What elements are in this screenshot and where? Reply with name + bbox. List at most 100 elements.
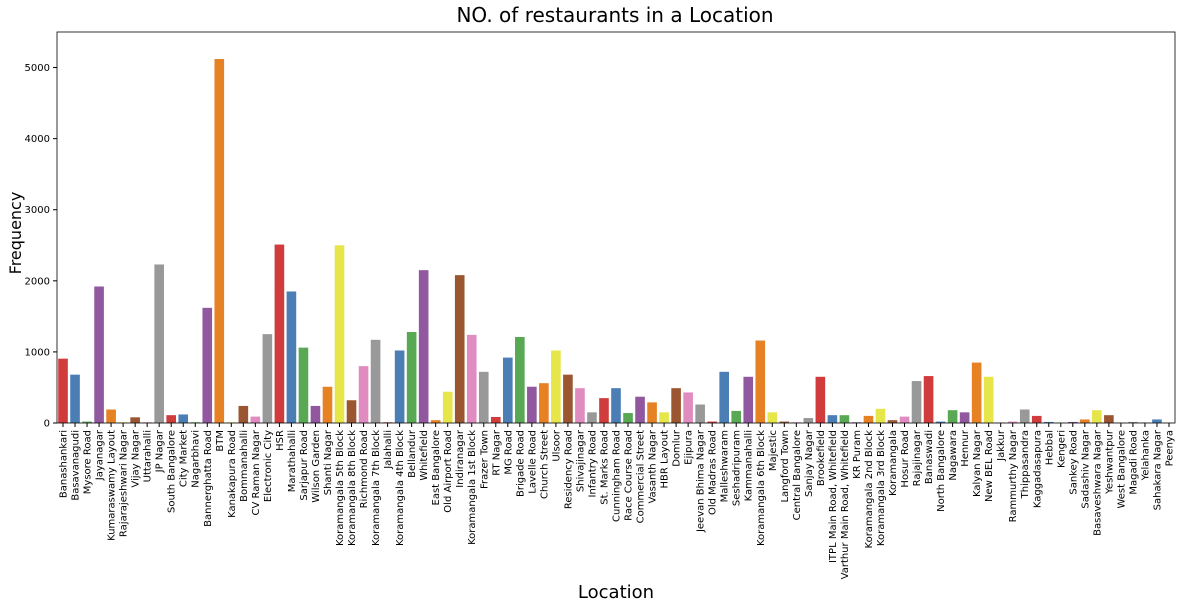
x-tick-label: Rajajinagar bbox=[912, 429, 923, 486]
bar bbox=[130, 417, 140, 423]
x-tick-label: Nagawara bbox=[948, 430, 959, 481]
x-tick-label: Kanakapura Road bbox=[227, 430, 238, 518]
x-tick-label: Jakkur bbox=[996, 429, 1007, 462]
chart-title: NO. of restaurants in a Location bbox=[456, 3, 773, 27]
bar bbox=[442, 391, 453, 423]
bar bbox=[803, 418, 814, 423]
x-tick-label: Shivajinagar bbox=[575, 429, 586, 492]
x-tick-label: Vijay Nagar bbox=[131, 429, 142, 487]
bar bbox=[923, 376, 934, 423]
bar bbox=[515, 336, 525, 423]
bar bbox=[767, 412, 778, 423]
bar bbox=[1043, 421, 1054, 423]
bar bbox=[82, 421, 92, 423]
bar bbox=[94, 286, 104, 423]
x-tick-label: Peenya bbox=[1164, 430, 1175, 466]
x-tick-label: Richmond Road bbox=[359, 430, 370, 508]
bar bbox=[647, 402, 657, 423]
x-tick-label: Yelahanka bbox=[1140, 430, 1151, 481]
bar bbox=[1019, 409, 1030, 423]
bar bbox=[983, 376, 994, 423]
x-tick-label: Residency Road bbox=[563, 430, 574, 509]
x-tick-label: Infantry Road bbox=[587, 430, 598, 498]
bar bbox=[70, 374, 80, 423]
bar bbox=[334, 245, 345, 423]
bar bbox=[454, 275, 465, 423]
x-tick-label: Sankey Road bbox=[1068, 430, 1079, 495]
x-tick-label: Mysore Road bbox=[83, 430, 94, 494]
bar bbox=[551, 350, 561, 423]
x-tick-label: Vasanth Nagar bbox=[648, 429, 659, 503]
x-tick-label: Cunningham Road bbox=[612, 430, 623, 522]
bar bbox=[863, 415, 874, 423]
x-tick-label: JP Nagar bbox=[155, 429, 166, 473]
bar bbox=[539, 383, 549, 423]
bar bbox=[839, 415, 850, 423]
x-tick-label: Langford Town bbox=[780, 430, 791, 503]
x-tick-label: Jayanagar bbox=[95, 429, 106, 481]
x-tick-label: Lavelle Road bbox=[527, 430, 538, 494]
bar bbox=[310, 405, 321, 423]
bar bbox=[671, 388, 681, 423]
x-tick-label: New BEL Road bbox=[984, 430, 995, 502]
x-tick-label: Sanjay Nagar bbox=[804, 429, 815, 497]
bar bbox=[1128, 421, 1138, 423]
x-tick-label: Hebbal bbox=[1044, 430, 1055, 465]
x-tick-label: Hennur bbox=[960, 429, 971, 467]
x-tick-label: Race Course Road bbox=[624, 430, 635, 521]
bar bbox=[1152, 419, 1162, 423]
x-tick-label: Sarjapur Road bbox=[299, 430, 310, 501]
x-tick-label: Jalahalli bbox=[383, 430, 394, 470]
bar bbox=[1068, 421, 1078, 423]
x-tick-label: Shanti Nagar bbox=[323, 429, 334, 495]
bar bbox=[779, 421, 790, 423]
x-tick-label: Marathahalli bbox=[287, 430, 298, 492]
bar bbox=[166, 415, 177, 423]
x-tick-label: Seshadripuram bbox=[732, 430, 743, 506]
bar bbox=[178, 414, 189, 423]
x-tick-label: Kalyan Nagar bbox=[972, 429, 983, 497]
bar bbox=[286, 291, 297, 423]
x-tick-label: Kumaraswamy Layout bbox=[107, 430, 118, 541]
x-tick-label: Commercial Street bbox=[636, 430, 647, 523]
x-axis-label: Location bbox=[578, 582, 654, 603]
bar bbox=[298, 347, 309, 423]
bar bbox=[875, 408, 886, 423]
x-tick-label: Brookefield bbox=[816, 430, 827, 486]
y-tick-label: 0 bbox=[44, 419, 50, 430]
bar bbox=[1031, 415, 1042, 423]
bar bbox=[695, 404, 705, 423]
bar bbox=[587, 412, 597, 423]
x-tick-label: Electronic City bbox=[263, 430, 274, 502]
x-tick-label: City Market bbox=[179, 430, 190, 487]
x-tick-label: Koramangala 4th Block bbox=[395, 430, 406, 546]
bar bbox=[502, 357, 513, 423]
bar bbox=[406, 332, 417, 423]
x-tick-label: BTM bbox=[215, 430, 226, 452]
x-tick-label: Basaveshwara Nagar bbox=[1092, 429, 1103, 536]
x-tick-label: Church Street bbox=[539, 430, 550, 499]
x-tick-label: Hosur Road bbox=[900, 430, 911, 488]
x-tick-label: Kengeri bbox=[1056, 430, 1067, 468]
x-tick-label: Ejipura bbox=[684, 430, 695, 465]
bar bbox=[611, 388, 621, 423]
x-tick-label: South Bangalore bbox=[167, 430, 178, 513]
bar bbox=[659, 412, 669, 423]
bar bbox=[58, 358, 68, 423]
bar bbox=[418, 270, 429, 423]
y-axis-label: Frequency bbox=[6, 192, 25, 275]
x-tick-label: Nagarbhavi bbox=[191, 430, 202, 488]
x-tick-label: Sadashiv Nagar bbox=[1080, 429, 1091, 508]
bar bbox=[346, 400, 357, 423]
bar bbox=[106, 409, 116, 423]
x-tick-label: Old Madras Road bbox=[708, 430, 719, 515]
bar bbox=[971, 362, 982, 423]
bar bbox=[274, 244, 285, 423]
bar bbox=[575, 388, 585, 423]
bar bbox=[731, 410, 742, 423]
bar bbox=[743, 376, 754, 423]
bar bbox=[1092, 410, 1102, 423]
bar bbox=[683, 392, 693, 423]
bar bbox=[719, 371, 730, 423]
